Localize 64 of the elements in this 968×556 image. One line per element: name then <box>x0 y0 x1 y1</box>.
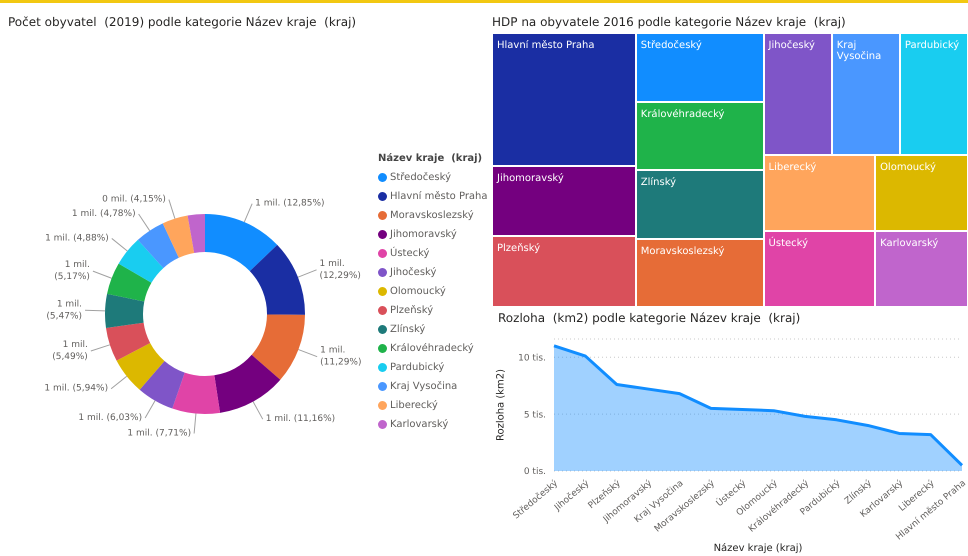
donut-slice <box>188 214 205 253</box>
legend-title: Název kraje (kraj) <box>378 152 484 164</box>
data-label: 1 mil. (12,29%) <box>320 258 361 281</box>
tile: Královéhradecký <box>636 102 763 169</box>
tile: Jihočeský <box>764 34 831 154</box>
y-axis-title: Rozloha (km2) <box>496 368 507 442</box>
donut-slice <box>138 223 179 268</box>
data-label: 1 mil. (11,29%) <box>320 346 362 368</box>
legend-label: Středočeský <box>390 172 451 182</box>
donut-slice <box>118 240 164 283</box>
legend-label: Ústecký <box>390 248 430 258</box>
donut-slice <box>107 264 152 302</box>
legend-label: Zlínský <box>390 324 426 334</box>
legend-label: Hlavní město Praha <box>390 190 488 202</box>
donut-slice <box>116 342 164 390</box>
data-label: 1 mil. (4,88%) <box>45 233 109 244</box>
data-label: 1 mil. (6,03%) <box>78 412 142 423</box>
y-tick-label: 10 tis. <box>518 353 546 364</box>
data-label: 1 mil. (7,71%) <box>127 428 192 439</box>
donut-slice <box>162 216 194 258</box>
legend-label: Jihomoravský <box>390 228 457 240</box>
donut-slice <box>250 244 305 315</box>
legend-label: Královéhradecký <box>390 342 474 354</box>
tile: Pardubický <box>900 34 968 154</box>
text: HDP na obyvatele 2016 podle kategorie Název kraje (kraj) <box>492 15 847 31</box>
legend-label: Olomoucký <box>390 286 446 296</box>
data-label: 1 mil. (12,85%) <box>255 198 325 209</box>
tile: Ústecký <box>764 232 874 306</box>
tile: Liberecký <box>764 156 874 230</box>
data-label: 1 mil. (5,17%) <box>54 260 90 282</box>
data-label: 0 mil. (4,15%) <box>102 194 166 205</box>
tile: Moravskoslezský <box>636 240 763 306</box>
legend-label: Plzeňský <box>390 304 434 316</box>
legend-label: Karlovarský <box>390 418 448 430</box>
tile: Plzeňský <box>493 237 635 306</box>
donut-slice <box>252 314 305 380</box>
tile: Jihomoravský <box>493 166 635 236</box>
y-tick-label: 0 tis. <box>524 467 546 478</box>
data-label: 1 mil. (5,49%) <box>52 340 88 362</box>
donut-slice <box>140 360 185 409</box>
tile: Hlavní město Praha <box>493 34 635 165</box>
tile: Kraj Vysočina <box>832 34 899 154</box>
donut-slice <box>106 322 150 361</box>
legend-label: Liberecký <box>390 400 438 410</box>
donut-slice <box>214 354 280 413</box>
y-tick-label: 5 tis. <box>524 410 546 420</box>
chart-title: Počet obyvatel (2019) podle kategorie Název kraje (kraj) <box>8 15 358 31</box>
donut-slice <box>105 294 144 328</box>
data-label: 1 mil. (5,47%) <box>46 299 82 322</box>
data-label: 1 mil. (11,16%) <box>266 414 336 424</box>
legend-label: Jihočeský <box>390 266 436 278</box>
legend-label: Kraj Vysočina <box>390 380 458 392</box>
data-label: 1 mil. (5,94%) <box>44 384 108 394</box>
tile: Středočeský <box>636 34 763 100</box>
data-label: 1 mil. (4,78%) <box>72 209 136 220</box>
x-axis-title: Název kraje (kraj) <box>714 543 803 554</box>
tile: Zlínský <box>636 171 763 238</box>
tile: Olomoucký <box>876 156 967 230</box>
legend-label: Pardubický <box>390 362 444 372</box>
legend-label: Moravskoslezský <box>390 210 474 220</box>
tile: Karlovarský <box>876 232 967 306</box>
donut-slice <box>172 372 220 414</box>
chart-title: Rozloha (km2) podle kategorie Název kraje (kraj) <box>498 311 802 327</box>
donut-slice <box>205 214 278 272</box>
